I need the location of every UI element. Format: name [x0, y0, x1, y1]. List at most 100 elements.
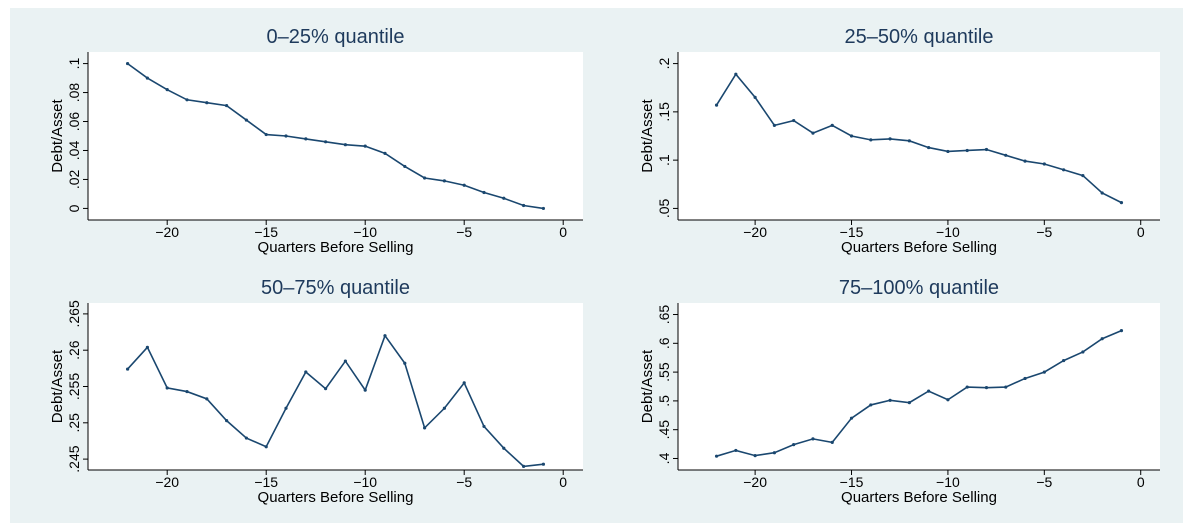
chart-title: 50–75% quantile — [261, 277, 410, 299]
data-point — [403, 164, 407, 169]
data-point — [343, 359, 347, 363]
data-point — [1042, 370, 1046, 374]
data-point — [502, 196, 506, 200]
data-point — [482, 190, 486, 195]
data-point — [244, 436, 248, 440]
y-tick-label: .245 — [66, 445, 82, 472]
data-line — [715, 72, 1122, 204]
y-tick-label: .1 — [656, 154, 672, 166]
plot-area — [678, 303, 1160, 470]
y-tick-label: .5 — [656, 395, 672, 407]
chart-title: 25–50% quantile — [844, 26, 993, 48]
data-point — [403, 361, 407, 365]
x-axis-label: Quarters Before Selling — [258, 239, 414, 256]
data-point — [205, 397, 209, 401]
data-point — [772, 451, 777, 455]
x-axis-label: Quarters Before Selling — [841, 489, 997, 506]
x-tick-label: −5 — [456, 474, 472, 490]
y-tick-label: .02 — [66, 170, 82, 190]
data-point — [1100, 191, 1104, 195]
data-point — [324, 387, 328, 391]
x-tick-label: −15 — [254, 474, 278, 490]
data-point — [304, 137, 308, 141]
data-point — [1004, 153, 1008, 157]
x-tick-label: 0 — [559, 474, 567, 490]
data-point — [869, 138, 873, 142]
x-tick-label: −20 — [155, 224, 179, 240]
data-point — [541, 462, 546, 466]
x-tick-label: −15 — [840, 224, 864, 240]
data-point — [1119, 201, 1124, 205]
y-axis-label: Debt/Asset — [639, 98, 656, 172]
data-point — [522, 203, 526, 208]
data-point — [442, 406, 446, 410]
data-line — [716, 329, 1122, 457]
x-tick-label: −5 — [1036, 224, 1052, 240]
data-point — [462, 183, 466, 187]
data-point — [522, 464, 526, 468]
x-tick-label: −20 — [743, 224, 767, 240]
y-tick-label: .65 — [656, 305, 672, 325]
y-tick-label: .06 — [66, 112, 82, 132]
data-point — [1081, 350, 1085, 354]
data-point — [907, 401, 911, 405]
data-point — [502, 446, 506, 450]
data-point — [304, 370, 308, 374]
x-tick-label: −20 — [155, 474, 179, 490]
data-point — [1081, 173, 1085, 178]
plot-area — [678, 52, 1160, 220]
data-point — [1062, 358, 1066, 363]
y-tick-label: .55 — [656, 362, 672, 382]
data-point — [714, 454, 719, 458]
x-axis-label: Quarters Before Selling — [841, 239, 997, 256]
data-point — [927, 145, 931, 150]
data-point — [734, 448, 738, 453]
data-point — [714, 103, 719, 107]
data-point — [811, 437, 815, 441]
data-point — [383, 151, 387, 155]
y-tick-label: .45 — [656, 420, 672, 440]
data-point — [185, 98, 189, 102]
data-point — [423, 176, 427, 180]
y-axis-label: Debt/Asset — [49, 349, 66, 423]
data-point — [734, 72, 738, 76]
data-point — [830, 123, 834, 127]
data-point — [984, 386, 989, 390]
y-tick-label: .265 — [66, 300, 82, 327]
data-point — [423, 426, 427, 430]
y-tick-label: .1 — [66, 58, 82, 70]
y-axis-label: Debt/Asset — [639, 349, 656, 423]
x-tick-label: −5 — [456, 224, 472, 240]
data-point — [324, 140, 328, 144]
data-point — [541, 206, 546, 211]
data-point — [792, 443, 796, 447]
y-tick-label: .04 — [66, 141, 82, 161]
x-tick-label: −10 — [936, 224, 960, 240]
data-point — [830, 440, 834, 444]
x-axis-label: Quarters Before Selling — [258, 489, 414, 506]
data-point — [126, 367, 130, 371]
data-point — [185, 389, 189, 394]
data-point — [772, 123, 777, 127]
data-point — [1004, 385, 1008, 389]
data-point — [753, 95, 757, 99]
data-point — [849, 416, 854, 420]
y-tick-label: .4 — [656, 452, 672, 464]
data-point — [244, 118, 248, 122]
data-point — [984, 147, 989, 152]
plot-area — [88, 52, 583, 220]
y-axis-label: Debt/Asset — [49, 98, 66, 172]
x-tick-label: −10 — [353, 224, 377, 240]
y-tick-label: .2 — [656, 58, 672, 70]
data-point — [888, 137, 892, 141]
data-point — [888, 398, 892, 402]
data-point — [363, 144, 367, 148]
x-tick-label: −5 — [1036, 474, 1052, 490]
data-line — [127, 333, 544, 468]
data-point — [363, 388, 367, 392]
y-tick-label: .6 — [656, 337, 672, 349]
y-tick-label: .25 — [66, 413, 82, 433]
data-point — [869, 403, 873, 407]
x-tick-label: 0 — [1137, 474, 1145, 490]
y-tick-label: .26 — [66, 340, 82, 360]
